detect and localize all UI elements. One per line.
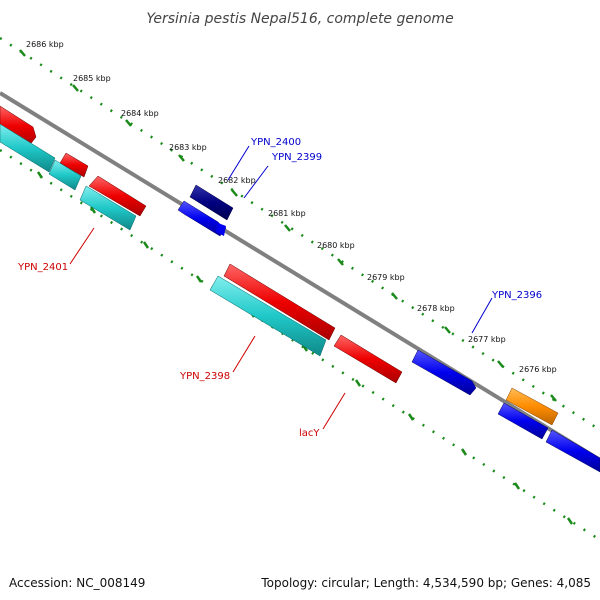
gene-red-left-2[interactable] <box>59 152 89 178</box>
tick-label: 2679 kbp <box>367 273 405 282</box>
major-tick <box>513 482 521 490</box>
major-tick <box>284 224 291 232</box>
major-tick <box>444 326 451 334</box>
leader-ypn-2398 <box>232 335 256 373</box>
major-tick <box>550 394 557 402</box>
major-tick <box>354 379 362 387</box>
major-tick <box>142 241 150 249</box>
leader-lacy <box>322 392 346 430</box>
tick-label: 2677 kbp <box>468 335 506 344</box>
major-tick <box>195 275 203 283</box>
genome-stats-text: Topology: circular; Length: 4,534,590 bp… <box>260 576 591 590</box>
major-tick <box>391 292 398 300</box>
gene-orange[interactable] <box>505 387 559 426</box>
gene-ypn-2396[interactable] <box>411 349 477 396</box>
leader-ypn-2399 <box>243 165 269 199</box>
gene-lacy[interactable] <box>333 334 403 384</box>
feature-cyan-left-1[interactable] <box>0 123 56 173</box>
gene-blue-right-1[interactable] <box>497 402 549 440</box>
feature-cyan-left-2[interactable] <box>48 159 82 191</box>
major-tick <box>72 84 79 92</box>
major-tick <box>566 517 574 525</box>
tick-label: 2680 kbp <box>317 241 355 250</box>
major-tick <box>125 119 132 127</box>
leader-ypn-2401 <box>69 227 95 265</box>
tick-label: 2676 kbp <box>519 365 557 374</box>
gene-label-ypn-2401[interactable]: YPN_2401 <box>17 262 68 273</box>
gene-blue-right-2[interactable] <box>545 429 600 473</box>
feature-cyan-ypn-2398[interactable] <box>209 275 327 357</box>
tick-label: 2681 kbp <box>268 209 306 218</box>
label-leaders <box>69 145 493 430</box>
gene-label-ypn-2396[interactable]: YPN_2396 <box>491 290 542 301</box>
gene-label-lacy[interactable]: lacY <box>299 428 320 439</box>
gene-ypn-2400[interactable] <box>189 184 234 221</box>
gene-ypn-2399-arrowhead <box>216 223 226 236</box>
reverse-strand-features <box>0 105 403 384</box>
gene-ypn-2401[interactable] <box>88 175 147 217</box>
major-tick <box>337 258 344 266</box>
map-title: Yersinia pestis Nepal516, complete genom… <box>146 11 453 27</box>
leader-ypn-2396 <box>471 297 493 334</box>
tick-label: 2682 kbp <box>218 176 256 185</box>
major-tick <box>407 413 415 421</box>
major-tick <box>497 360 504 368</box>
accession-text: Accession: NC_008149 <box>9 576 145 590</box>
genome-backbone <box>0 91 600 462</box>
leader-ypn-2400 <box>227 145 250 181</box>
gene-ypn-2398[interactable] <box>223 263 336 341</box>
tick-label: 2678 kbp <box>417 304 455 313</box>
tick-labels: 2686 kbp 2685 kbp 2684 kbp 2683 kbp 2682… <box>26 40 557 374</box>
forward-strand-features <box>177 184 600 473</box>
major-tick <box>178 154 185 162</box>
tick-label: 2685 kbp <box>73 74 111 83</box>
tick-label: 2683 kbp <box>169 143 207 152</box>
tick-label: 2686 kbp <box>26 40 64 49</box>
tick-marks <box>0 36 600 542</box>
tick-label: 2684 kbp <box>121 109 159 118</box>
major-tick <box>36 171 44 179</box>
feature-cyan-left-3[interactable] <box>79 185 137 231</box>
major-tick <box>231 189 238 197</box>
gene-labels: YPN_2400 YPN_2399 YPN_2396 YPN_2401 YPN_… <box>17 137 542 439</box>
major-tick <box>460 448 468 456</box>
major-tick <box>19 49 26 57</box>
major-tick <box>89 206 97 214</box>
gene-label-ypn-2398[interactable]: YPN_2398 <box>179 371 230 382</box>
gene-label-ypn-2399[interactable]: YPN_2399 <box>271 152 322 163</box>
gene-red-left-1[interactable] <box>0 105 37 147</box>
gene-label-ypn-2400[interactable]: YPN_2400 <box>250 137 301 148</box>
